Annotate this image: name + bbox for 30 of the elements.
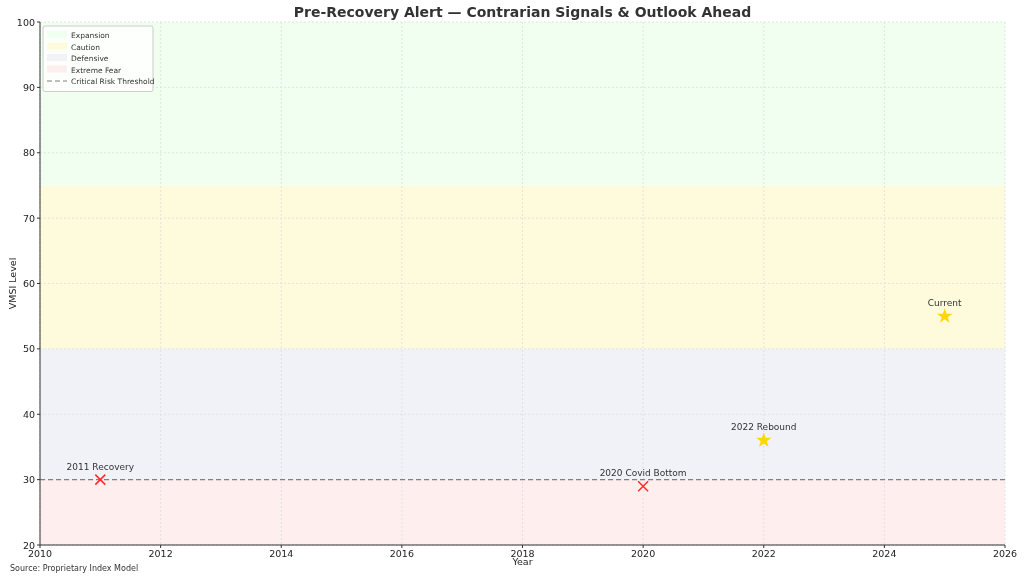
x-tick-label: 2012 <box>148 548 173 559</box>
point <box>755 432 772 448</box>
y-tick-label: 60 <box>22 278 35 289</box>
y-tick-label: 100 <box>16 16 35 28</box>
x-tick-label: 2010 <box>27 548 53 559</box>
y-tick-label: 40 <box>22 408 35 420</box>
x-tick-label: 2016 <box>389 548 414 559</box>
y-tick-label: 50 <box>22 343 35 355</box>
x-tick-label: 2026 <box>992 548 1018 559</box>
point <box>94 473 107 486</box>
point <box>936 308 953 323</box>
x-tick-label: 2014 <box>269 548 294 559</box>
y-tick-label: 20 <box>22 539 35 551</box>
y-tick-label: 80 <box>22 147 35 159</box>
y-tick-label: 90 <box>22 81 35 93</box>
x-tick-label: 2020 <box>631 548 656 559</box>
source-note: Source: Proprietary Index Model <box>10 564 139 573</box>
y-axis-title: VMSI Level <box>7 257 18 310</box>
annotation: 2022 Rebound <box>731 422 797 433</box>
point <box>637 480 649 492</box>
annotation: Current <box>927 298 963 309</box>
y-tick-label: 70 <box>22 212 35 224</box>
chart-title: Pre-Recovery Alert — Contrarian Signals & Outlook Ahead <box>293 4 752 20</box>
y-tick-label: 30 <box>22 474 35 486</box>
annotation: 2011 Recovery <box>66 461 135 472</box>
x-axis-title: Year <box>511 556 533 567</box>
x-tick-label: 2022 <box>751 548 776 559</box>
x-tick-label: 2018 <box>510 548 535 559</box>
x-tick-label: 2024 <box>872 548 897 559</box>
annotation: 2020 Covid Bottom <box>599 468 687 479</box>
